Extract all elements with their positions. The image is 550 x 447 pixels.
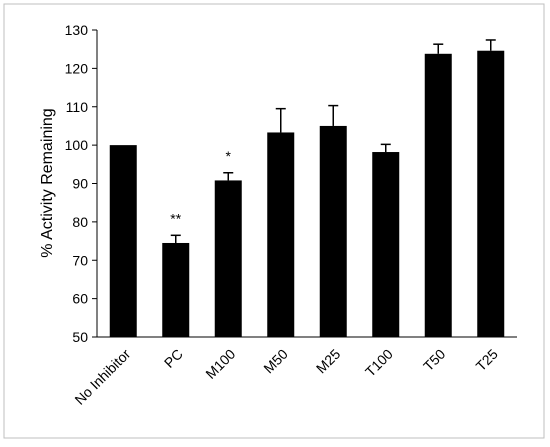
y-axis-title: % Activity Remaining xyxy=(39,108,56,257)
y-tick-label: 110 xyxy=(66,99,89,115)
y-tick-label: 130 xyxy=(65,22,89,38)
bar xyxy=(109,145,137,337)
y-tick-label: 90 xyxy=(72,176,88,192)
y-tick-label: 100 xyxy=(65,137,89,153)
significance-marker: ** xyxy=(170,210,181,226)
y-tick-label: 50 xyxy=(72,329,88,345)
significance-marker: * xyxy=(226,148,232,164)
y-tick-label: 120 xyxy=(65,60,89,76)
y-tick-label: 80 xyxy=(72,214,88,230)
y-axis: 50 60 70 80 90 100 110 120 130 xyxy=(65,22,98,345)
bar xyxy=(267,132,295,337)
y-tick-label: 60 xyxy=(72,291,88,307)
bar xyxy=(214,180,242,337)
bar xyxy=(477,50,505,337)
bars: *** xyxy=(109,39,505,337)
y-tick-label: 70 xyxy=(72,252,88,268)
bar xyxy=(424,53,452,337)
bar xyxy=(162,242,190,337)
bar xyxy=(372,152,400,337)
bar xyxy=(319,125,347,337)
